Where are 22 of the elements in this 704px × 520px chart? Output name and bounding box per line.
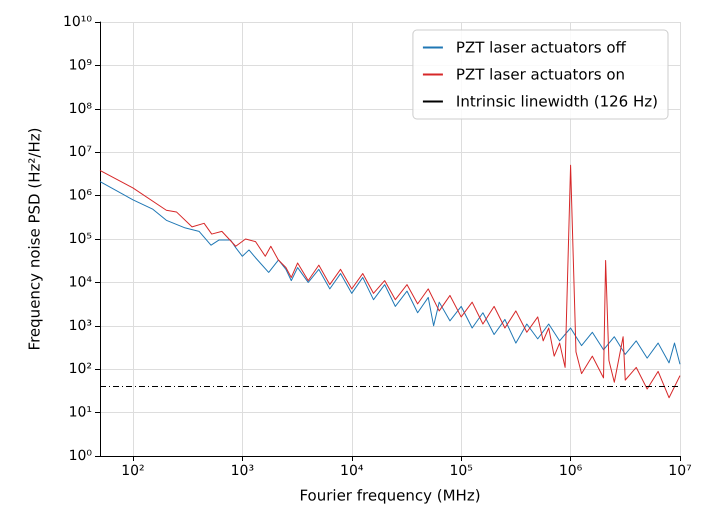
y-tick-label: 10² (68, 361, 92, 378)
x-tick-label: 10⁵ (449, 463, 473, 479)
y-tick-label: 10⁹ (68, 57, 92, 74)
x-tick-label: 10⁴ (340, 463, 364, 479)
x-tick-label: 10⁷ (668, 463, 692, 479)
x-tick-label: 10⁶ (558, 463, 583, 479)
x-tick-label: 10² (121, 463, 145, 479)
y-tick-label: 10⁷ (68, 144, 92, 160)
legend-label: PZT laser actuators off (456, 38, 627, 56)
x-axis-title: Fourier frequency (MHz) (299, 486, 481, 504)
y-tick-label: 10³ (68, 318, 92, 334)
y-tick-label: 10⁴ (68, 274, 92, 290)
y-tick-label: 10¹ (68, 404, 92, 421)
y-axis-title: Frequency noise PSD (Hz²/Hz) (26, 128, 44, 350)
legend-label: Intrinsic linewidth (126 Hz) (456, 92, 658, 110)
y-tick-label: 10⁸ (68, 100, 92, 117)
y-tick-label: 10⁰ (68, 448, 92, 464)
x-tick-label: 10³ (230, 463, 254, 479)
y-tick-label: 10⁵ (68, 231, 92, 247)
legend-label: PZT laser actuators on (456, 66, 626, 84)
y-tick-label: 10¹⁰ (62, 14, 92, 30)
y-tick-label: 10⁶ (68, 188, 92, 204)
